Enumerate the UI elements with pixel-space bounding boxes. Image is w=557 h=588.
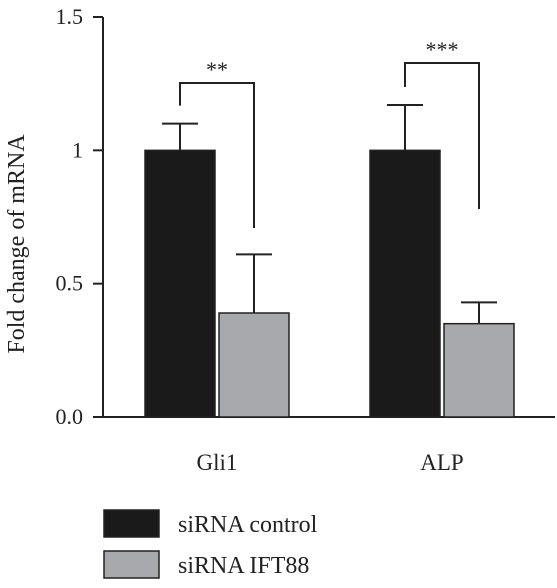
y-tick-label: 1 [72, 137, 83, 162]
y-axis-title: Fold change of mRNA [4, 134, 30, 354]
x-category-label: ALP [420, 450, 463, 475]
x-category-label: Gli1 [197, 450, 238, 475]
y-tick-label: 0.5 [56, 271, 84, 296]
legend-label: siRNA control [178, 512, 318, 538]
legend-swatch [103, 509, 160, 538]
category-labels: Gli1 ALP [197, 450, 464, 475]
significance-label: ** [206, 57, 228, 82]
legend: siRNA control siRNA IFT88 [103, 509, 318, 579]
bars [144, 104, 515, 418]
legend-swatch [103, 550, 160, 579]
bar-sirna-control [144, 149, 216, 418]
y-tick-label: 0.0 [56, 404, 84, 429]
bar-sirna-control [369, 149, 441, 418]
bar-sirna-ift88 [218, 312, 290, 418]
significance-annotations: ***** [179, 37, 480, 228]
significance-bracket [404, 62, 480, 209]
legend-label: siRNA IFT88 [178, 553, 309, 579]
significance-bracket [179, 82, 255, 228]
significance-label: *** [426, 37, 459, 62]
bar-sirna-ift88 [443, 322, 515, 418]
y-tick-label: 1.5 [56, 4, 84, 29]
